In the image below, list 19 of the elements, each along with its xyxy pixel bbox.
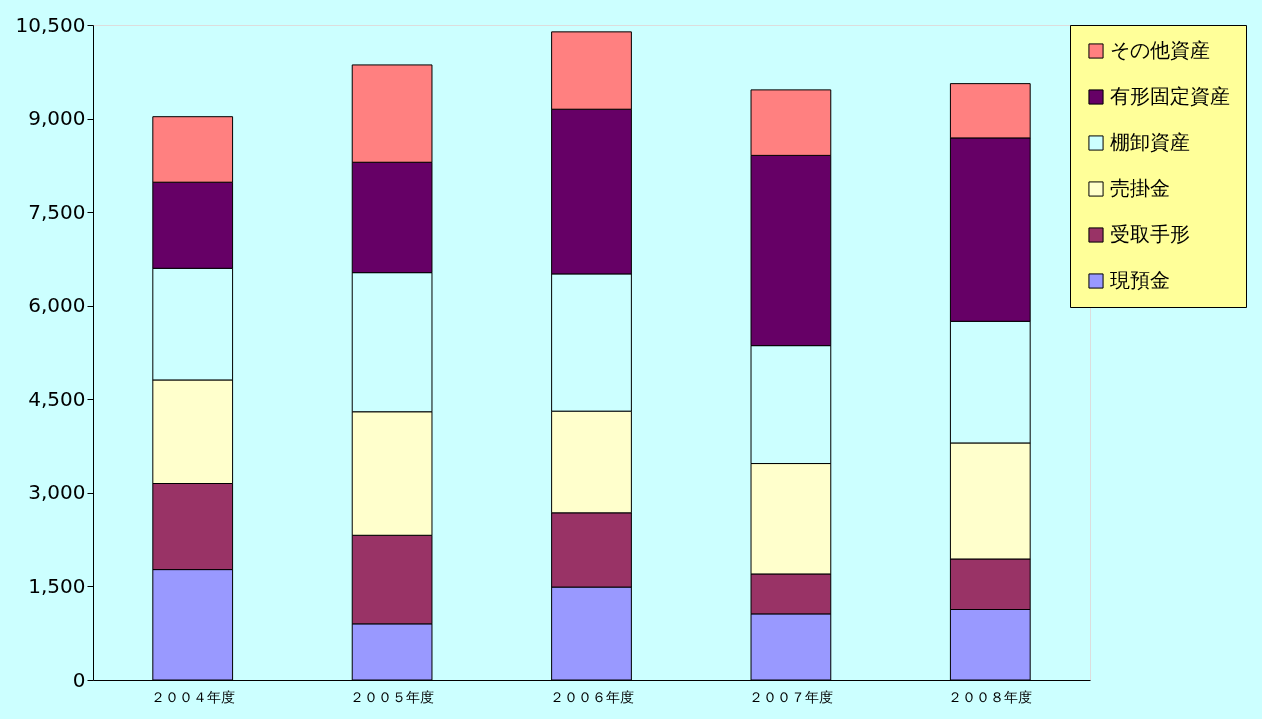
x-tick-label: ２００４年度 — [150, 688, 235, 705]
y-tick-label: 7,500 — [28, 199, 86, 224]
y-tick-label: 3,000 — [28, 480, 86, 505]
legend-label: 有形固定資産 — [1110, 84, 1230, 108]
x-tick-label: ２００６年度 — [549, 688, 634, 705]
legend-label: 棚卸資産 — [1110, 130, 1190, 154]
x-tick-label: ２００８年度 — [948, 688, 1033, 705]
x-tick-label: ２００５年度 — [350, 688, 435, 705]
legend-label: 売掛金 — [1110, 176, 1170, 200]
y-tick-label: 4,500 — [28, 386, 86, 411]
y-tick-label: 0 — [72, 667, 86, 692]
y-tick-label: 10,500 — [15, 12, 86, 37]
y-tick-label: 1,500 — [28, 573, 86, 598]
legend-label: 現預金 — [1110, 268, 1170, 292]
x-tick-label: ２００７年度 — [748, 688, 833, 705]
y-tick-label: 6,000 — [28, 293, 86, 318]
legend-label: 受取手形 — [1110, 222, 1190, 246]
legend-label: その他資産 — [1110, 38, 1210, 62]
y-tick-label: 9,000 — [28, 106, 86, 131]
